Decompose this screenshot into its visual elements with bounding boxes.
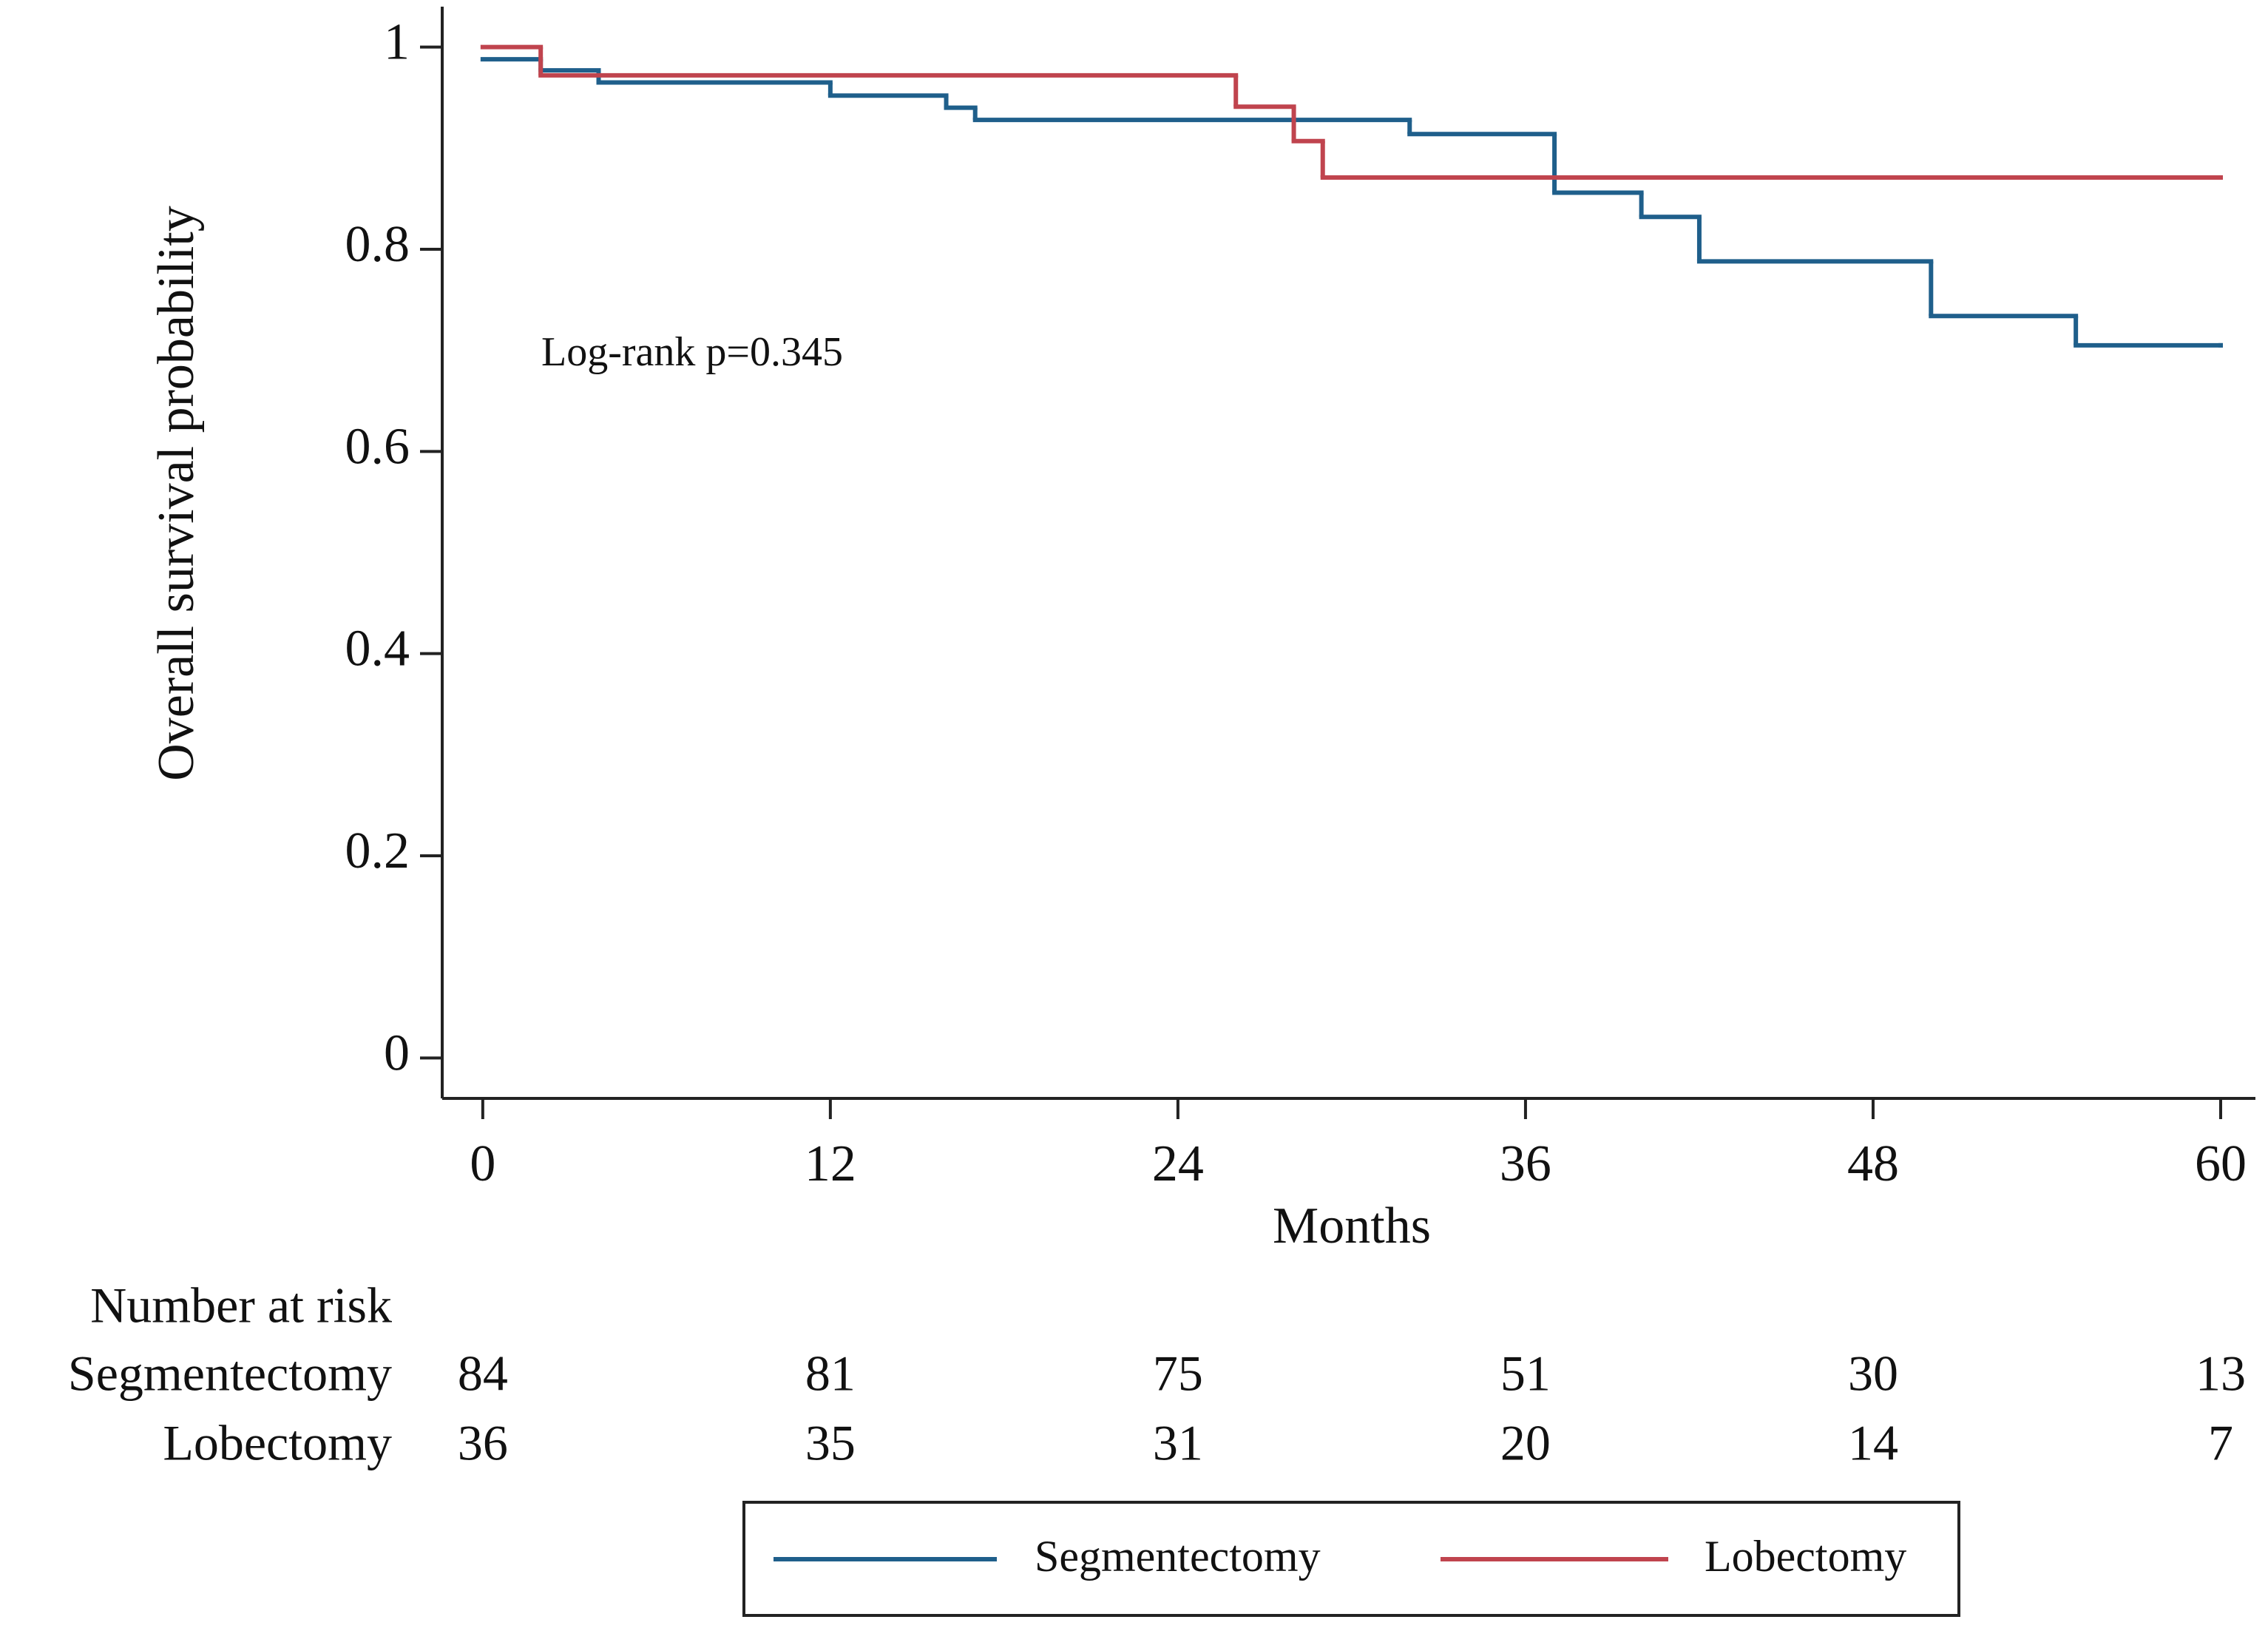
y-axis-title: Overall survival probability — [148, 206, 205, 781]
risk-count: 51 — [1500, 1345, 1551, 1402]
risk-count: 81 — [805, 1345, 856, 1402]
x-axis-title: Months — [1273, 1198, 1431, 1254]
x-tick-label: 24 — [1152, 1135, 1204, 1192]
risk-count: 7 — [2208, 1415, 2233, 1471]
risk-row-label: Lobectomy — [163, 1415, 392, 1471]
x-tick-label: 0 — [470, 1135, 495, 1192]
legend-box — [742, 1501, 1960, 1617]
risk-row-label: Segmentectomy — [68, 1345, 392, 1402]
legend-label: Segmentectomy — [1035, 1532, 1321, 1581]
y-tick-label: 1 — [384, 14, 410, 71]
y-tick-label: 0.4 — [345, 621, 410, 678]
x-tick-label: 48 — [1847, 1135, 1899, 1192]
risk-count: 35 — [805, 1415, 856, 1471]
x-tick-label: 60 — [2195, 1135, 2247, 1192]
risk-count: 75 — [1153, 1345, 1203, 1402]
risk-count: 31 — [1153, 1415, 1203, 1471]
risk-table-title: Number at risk — [90, 1277, 392, 1334]
risk-count: 36 — [458, 1415, 508, 1471]
risk-count: 20 — [1500, 1415, 1551, 1471]
x-tick-label: 12 — [805, 1135, 856, 1192]
risk-count: 14 — [1848, 1415, 1898, 1471]
legend-label: Lobectomy — [1705, 1532, 1906, 1581]
y-tick-label: 0.8 — [345, 216, 410, 273]
risk-count: 13 — [2196, 1345, 2246, 1402]
annotation: Log-rank p=0.345 — [541, 329, 843, 375]
y-tick-label: 0.2 — [345, 823, 410, 879]
risk-count: 84 — [458, 1345, 508, 1402]
y-tick-label: 0.6 — [345, 418, 410, 475]
y-tick-label: 0 — [384, 1024, 410, 1081]
x-tick-label: 36 — [1500, 1135, 1551, 1192]
risk-count: 30 — [1848, 1345, 1898, 1402]
